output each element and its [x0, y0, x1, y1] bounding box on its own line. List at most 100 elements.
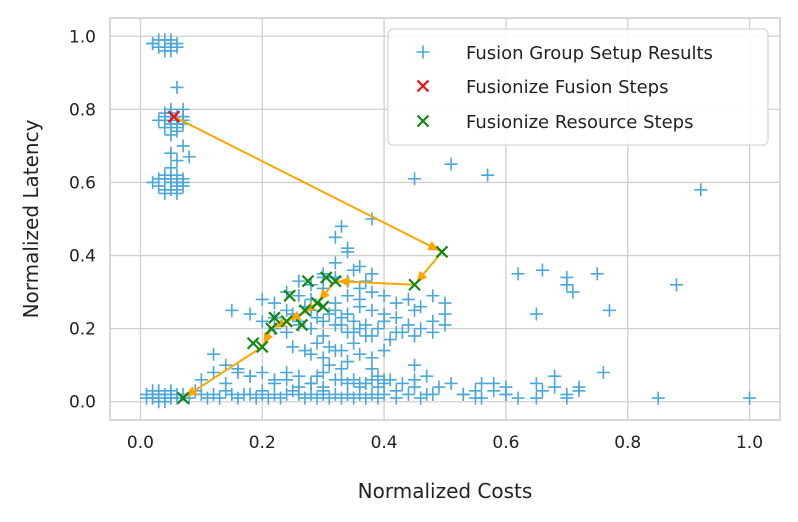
data-point	[316, 314, 330, 328]
path-arrowhead	[427, 241, 440, 251]
data-point	[389, 384, 403, 398]
data-point	[401, 292, 415, 306]
data-point	[389, 311, 403, 325]
data-point	[377, 373, 391, 387]
data-point	[334, 362, 348, 376]
data-point	[213, 391, 227, 405]
legend-marker-setup	[416, 45, 430, 59]
data-point	[468, 384, 482, 398]
data-point	[353, 376, 367, 390]
data-point	[304, 347, 318, 361]
data-point	[651, 391, 665, 405]
data-point	[316, 384, 330, 398]
data-point	[328, 230, 342, 244]
data-point	[420, 369, 434, 383]
data-point	[328, 256, 342, 270]
data-point	[353, 347, 367, 361]
data-point	[310, 336, 324, 350]
data-point	[341, 245, 355, 259]
data-point	[334, 219, 348, 233]
data-point	[365, 285, 379, 299]
data-point	[371, 322, 385, 336]
data-point	[481, 168, 495, 182]
data-point	[444, 376, 458, 390]
path-arrowhead	[304, 301, 317, 313]
data-point	[280, 325, 294, 339]
y-tick-label: 0.4	[69, 247, 96, 267]
data-point	[353, 281, 367, 295]
data-point	[566, 285, 580, 299]
data-point	[408, 172, 422, 186]
data-point	[395, 376, 409, 390]
data-point	[535, 263, 549, 277]
data-point	[529, 376, 543, 390]
data-point	[371, 380, 385, 394]
data-point	[359, 274, 373, 288]
data-point	[267, 373, 281, 387]
data-point	[328, 344, 342, 358]
data-point	[341, 289, 355, 303]
data-point	[511, 391, 525, 405]
data-point	[219, 376, 233, 390]
data-point	[243, 307, 257, 321]
y-tick-label: 0.8	[69, 100, 96, 120]
data-point	[365, 267, 379, 281]
data-point	[328, 296, 342, 310]
resource-step-point	[408, 278, 421, 292]
data-point	[426, 325, 440, 339]
data-point	[347, 336, 361, 350]
data-point	[432, 380, 446, 394]
data-point	[548, 380, 562, 394]
data-point	[743, 391, 757, 405]
resource-step-point	[268, 311, 281, 324]
data-point	[408, 373, 422, 387]
data-point	[694, 183, 708, 197]
resource-step-point	[316, 300, 330, 313]
data-point	[176, 172, 190, 186]
data-point	[395, 325, 409, 339]
data-point	[590, 267, 604, 281]
x-tick-label: 0.4	[371, 433, 398, 453]
legend-label-fusion: Fusionize Fusion Steps	[466, 77, 668, 98]
data-point	[304, 376, 318, 390]
x-tick-label: 0.2	[249, 433, 276, 453]
data-point	[207, 365, 221, 379]
resource-step-point	[255, 340, 269, 354]
data-point	[596, 365, 610, 379]
path-arrowhead	[338, 276, 350, 287]
data-point	[286, 340, 300, 354]
legend-box	[387, 28, 769, 146]
data-point	[438, 296, 452, 310]
data-point	[255, 384, 269, 398]
data-point	[255, 314, 269, 328]
data-point	[164, 128, 178, 142]
x-tick-label: 1.0	[736, 433, 763, 453]
data-point	[341, 355, 355, 369]
data-point	[207, 347, 221, 361]
data-point	[377, 387, 391, 401]
data-point	[572, 384, 586, 398]
legend: Fusion Group Setup Results Fusionize Fus…	[387, 28, 769, 146]
resource-step-point	[283, 289, 296, 303]
data-point	[158, 183, 172, 197]
resource-step-point	[298, 304, 312, 317]
data-point	[365, 303, 379, 317]
plot-frame	[109, 17, 781, 421]
path-arrowhead	[289, 310, 302, 321]
data-point	[316, 329, 330, 343]
data-point	[164, 161, 178, 175]
data-point	[176, 139, 190, 153]
data-point	[365, 362, 379, 376]
data-point	[408, 358, 422, 372]
data-point	[377, 314, 391, 328]
data-point	[292, 274, 306, 288]
path-segment	[182, 346, 263, 399]
data-point	[255, 365, 269, 379]
data-point	[316, 351, 330, 365]
data-point	[347, 314, 361, 328]
resource-step-point	[246, 336, 260, 350]
resource-step-point	[301, 274, 315, 288]
x-tick-label: 0.6	[492, 433, 519, 453]
data-point	[365, 351, 379, 365]
